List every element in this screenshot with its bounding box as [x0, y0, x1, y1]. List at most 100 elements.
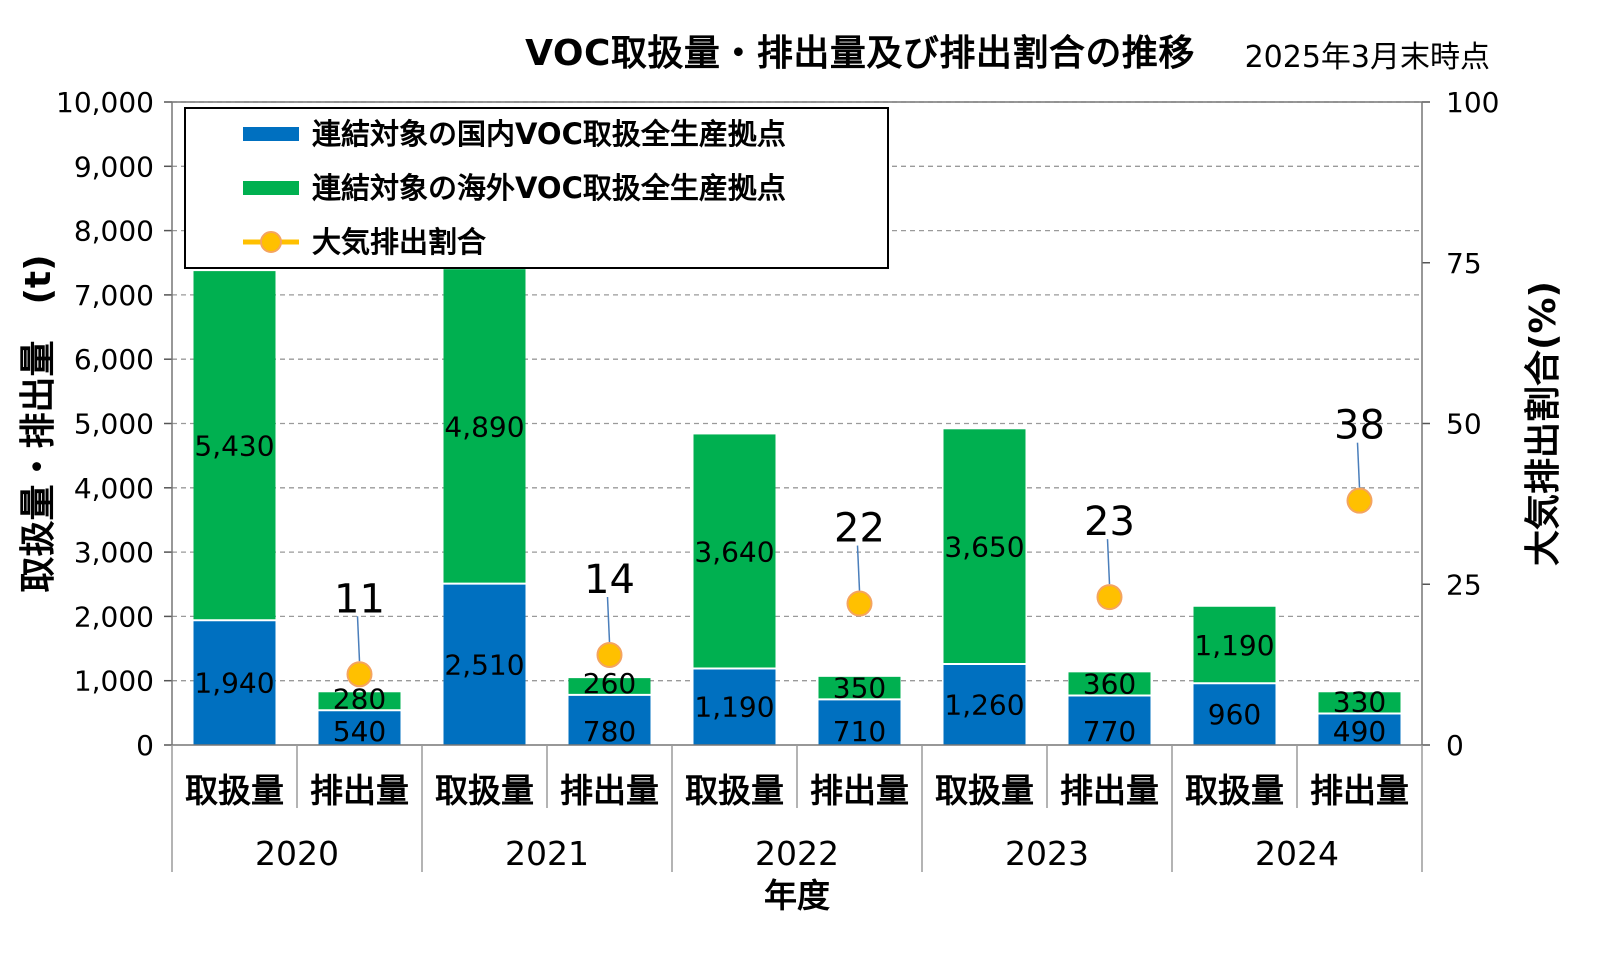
ratio-marker	[596, 641, 623, 668]
ratio-data-label: 38	[1334, 403, 1385, 449]
ratio-data-label: 11	[334, 576, 385, 622]
y-tick-label: 1,000	[74, 665, 154, 698]
data-label-domestic: 960	[1208, 698, 1261, 731]
ratio-data-label: 14	[584, 557, 635, 603]
x-subcategory-label: 取扱量	[935, 771, 1034, 810]
bar-domestic	[1068, 695, 1151, 745]
data-label-overseas: 1,190	[1194, 629, 1274, 662]
data-label-overseas: 350	[833, 671, 886, 704]
data-label-domestic: 490	[1333, 715, 1386, 748]
data-label-domestic: 1,190	[694, 691, 774, 724]
ratio-marker	[1096, 584, 1123, 611]
legend-swatch-domestic	[243, 127, 299, 141]
x-subcategory-label: 排出量	[1310, 771, 1409, 810]
bar-domestic	[1318, 713, 1401, 745]
bar-overseas	[318, 692, 401, 711]
data-label-domestic: 1,260	[944, 688, 1024, 721]
y2-tick-label: 75	[1446, 247, 1482, 280]
data-label-overseas: 3,650	[944, 531, 1024, 564]
data-label-domestic: 1,940	[194, 667, 274, 700]
bar-domestic	[943, 663, 1026, 745]
data-label-overseas: 360	[1083, 667, 1136, 700]
legend-marker-ratio	[260, 231, 282, 253]
date-note: 2025年3月末時点	[1244, 40, 1490, 75]
y2-tick-label: 50	[1446, 408, 1482, 441]
y-tick-label: 7,000	[74, 279, 154, 312]
ratio-marker	[1346, 487, 1373, 514]
ratio-leader-line	[1356, 442, 1361, 488]
bar-domestic	[693, 668, 776, 745]
bar-overseas	[193, 271, 276, 621]
x-group-label: 2024	[1255, 834, 1339, 873]
y-tick-label: 9,000	[74, 150, 154, 183]
bar-domestic	[1193, 683, 1276, 745]
bar-overseas	[443, 269, 526, 584]
x-subcategory-label: 排出量	[560, 771, 659, 810]
bar-domestic	[318, 710, 401, 745]
data-label-domestic: 2,510	[444, 648, 524, 681]
bar-domestic	[443, 583, 526, 745]
ratio-leader-line	[1106, 539, 1111, 585]
x-group-label: 2021	[505, 834, 589, 873]
data-label-domestic: 770	[1083, 715, 1136, 748]
x-subcategory-label: 取扱量	[435, 771, 534, 810]
y-axis-title: 取扱量・排出量 (t)	[18, 254, 59, 592]
data-label-overseas: 260	[583, 667, 636, 700]
bar-overseas	[1068, 672, 1151, 696]
bar-overseas	[1193, 606, 1276, 684]
bar-domestic	[193, 620, 276, 745]
y-tick-label: 0	[136, 729, 154, 762]
data-label-domestic: 710	[833, 715, 886, 748]
ratio-data-label: 23	[1084, 499, 1135, 545]
data-label-domestic: 540	[333, 715, 386, 748]
y-tick-label: 2,000	[74, 600, 154, 633]
data-label-overseas: 280	[333, 682, 386, 715]
bar-overseas	[943, 429, 1026, 664]
y-tick-label: 4,000	[74, 472, 154, 505]
bar-domestic	[818, 699, 901, 745]
data-label-overseas: 4,890	[444, 410, 524, 443]
y-tick-label: 6,000	[74, 343, 154, 376]
ratio-marker	[346, 661, 373, 688]
bar-overseas	[818, 676, 901, 700]
legend-swatch-overseas	[243, 181, 299, 195]
y2-tick-label: 100	[1446, 86, 1499, 119]
x-group-label: 2022	[755, 834, 839, 873]
bar-overseas	[1318, 692, 1401, 714]
bar-domestic	[568, 694, 651, 745]
legend-box	[184, 107, 889, 269]
y-tick-label: 5,000	[74, 408, 154, 441]
data-label-overseas: 3,640	[694, 535, 774, 568]
legend-label-ratio: 大気排出割合	[312, 225, 486, 259]
data-label-overseas: 330	[1333, 685, 1386, 718]
y-tick-label: 10,000	[56, 86, 154, 119]
y2-axis-title: 大気排出割合(%)	[1523, 281, 1564, 566]
x-group-label: 2020	[255, 834, 339, 873]
y2-tick-label: 0	[1446, 729, 1464, 762]
x-group-label: 2023	[1005, 834, 1089, 873]
ratio-leader-line	[606, 596, 611, 643]
x-axis-title: 年度	[764, 876, 830, 915]
ratio-leader-line	[356, 616, 361, 662]
ratio-data-label: 22	[834, 506, 885, 552]
x-subcategory-label: 排出量	[810, 771, 909, 810]
chart-title-text: VOC取扱量・排出量及び排出割合の推移	[525, 33, 1195, 74]
legend-label-domestic: 連結対象の国内VOC取扱全生産拠点	[312, 117, 786, 151]
y-tick-label: 3,000	[74, 536, 154, 569]
chart-title: VOC取扱量・排出量及び排出割合の推移	[0, 24, 1600, 76]
data-label-domestic: 780	[583, 715, 636, 748]
x-subcategory-label: 排出量	[1060, 771, 1159, 810]
ratio-marker	[846, 590, 873, 617]
x-subcategory-label: 取扱量	[1185, 771, 1284, 810]
ratio-leader-line	[856, 545, 861, 591]
x-subcategory-label: 排出量	[310, 771, 409, 810]
bar-overseas	[693, 434, 776, 669]
y2-tick-label: 25	[1446, 568, 1482, 601]
data-label-overseas: 5,430	[194, 430, 274, 463]
bar-overseas	[568, 678, 651, 695]
y-tick-label: 8,000	[74, 215, 154, 248]
x-subcategory-label: 取扱量	[185, 771, 284, 810]
legend-label-overseas: 連結対象の海外VOC取扱全生産拠点	[312, 171, 786, 205]
x-subcategory-label: 取扱量	[685, 771, 784, 810]
